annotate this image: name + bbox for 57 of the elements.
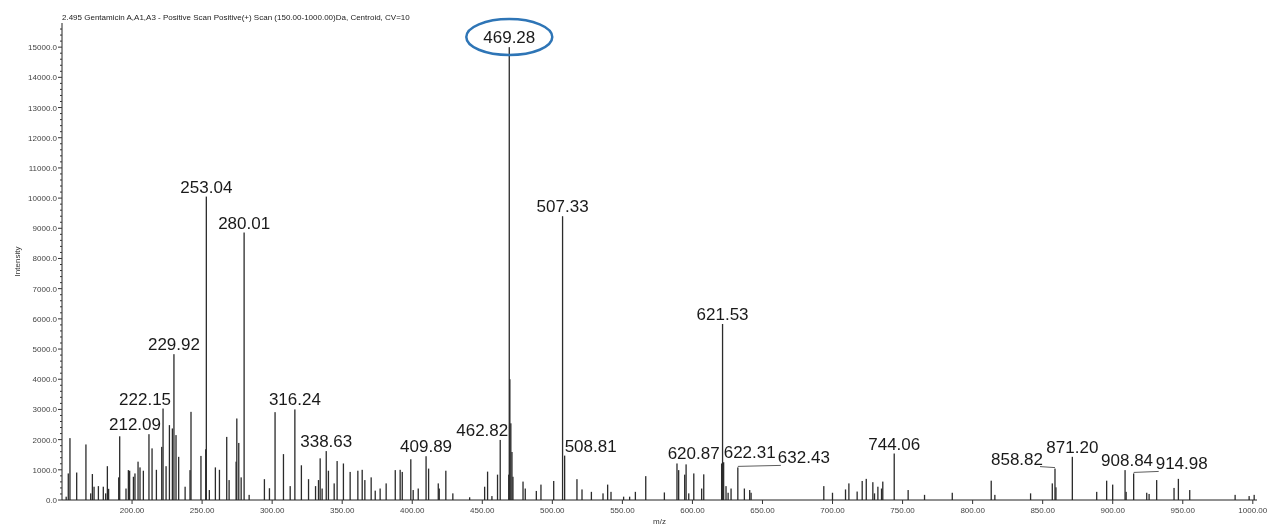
y-tick-label: 5000.0 (32, 345, 58, 355)
annotation: 222.15 (119, 389, 172, 409)
y-tick-label: 14000.0 (28, 73, 58, 83)
annotation: 469.28 (483, 28, 536, 48)
x-tick-label: 850.00 (1030, 506, 1056, 515)
y-tick-label: 1000.0 (32, 465, 58, 475)
annotation: 212.09 (108, 415, 161, 435)
x-tick-label: 600.00 (680, 506, 706, 515)
y-tick-label: 11000.0 (28, 163, 58, 173)
annotation: 632.43 (777, 448, 830, 468)
x-tick-label: 750.00 (890, 506, 916, 515)
annotation: 508.81 (564, 436, 617, 456)
annotation: 507.33 (536, 197, 589, 217)
annotation: 338.63 (300, 432, 353, 452)
y-tick-label: 9000.0 (32, 224, 58, 234)
y-tick-label: 7000.0 (32, 284, 58, 294)
annotation: 858.82 (991, 449, 1044, 469)
x-tick-label: 550.00 (610, 506, 636, 515)
x-tick-label: 450.00 (470, 506, 496, 515)
annotation: 871.20 (1046, 437, 1099, 457)
y-tick-label: 12000.0 (28, 133, 58, 143)
annotation: 229.92 (147, 335, 200, 355)
y-axis-title: Intensity (13, 246, 22, 277)
annotation: 908.84 (1101, 451, 1154, 471)
y-tick-label: 3000.0 (32, 405, 58, 415)
y-tick-label: 2000.0 (32, 435, 58, 445)
annotation: 914.98 (1155, 454, 1208, 474)
x-axis-title: m/z (653, 517, 666, 526)
x-tick-label: 900.00 (1100, 506, 1126, 515)
x-tick-label: 700.00 (820, 506, 846, 515)
y-tick-label: 0.0 (45, 496, 58, 505)
x-tick-label: 500.00 (540, 506, 566, 515)
x-tick-label: 200.00 (119, 506, 145, 515)
annotation: 280.01 (218, 213, 271, 233)
annotation: 622.31 (723, 443, 776, 463)
y-tick-label: 10000.0 (28, 194, 58, 204)
x-tick-label: 650.00 (750, 506, 776, 515)
x-tick-label: 950.00 (1170, 506, 1196, 515)
x-tick-label: 250.00 (189, 506, 215, 515)
x-tick-label: 300.00 (259, 506, 285, 515)
y-tick-label: 15000.0 (28, 43, 58, 53)
y-tick-label: 13000.0 (28, 103, 58, 113)
annotation: 462.82 (456, 420, 509, 440)
x-tick-label: 1000.00 (1238, 506, 1268, 515)
annotation: 620.87 (667, 444, 720, 464)
annotation: 253.04 (180, 177, 233, 197)
chart-title: 2.495 Gentamicin A,A1,A3 - Positive Scan Positive(+) Scan (150.00-1000.00)Da, Centroid, CV=10 (62, 13, 410, 22)
x-tick-label: 350.00 (329, 506, 355, 515)
annotation: 621.53 (696, 304, 749, 324)
x-tick-label: 800.00 (960, 506, 986, 515)
y-tick-label: 8000.0 (32, 254, 58, 264)
annotation: 316.24 (268, 390, 321, 410)
x-tick-label: 400.00 (400, 506, 426, 515)
annotation: 744.06 (868, 434, 921, 454)
y-tick-label: 6000.0 (32, 314, 58, 324)
y-tick-label: 4000.0 (32, 375, 58, 385)
annotation: 409.89 (400, 437, 453, 457)
